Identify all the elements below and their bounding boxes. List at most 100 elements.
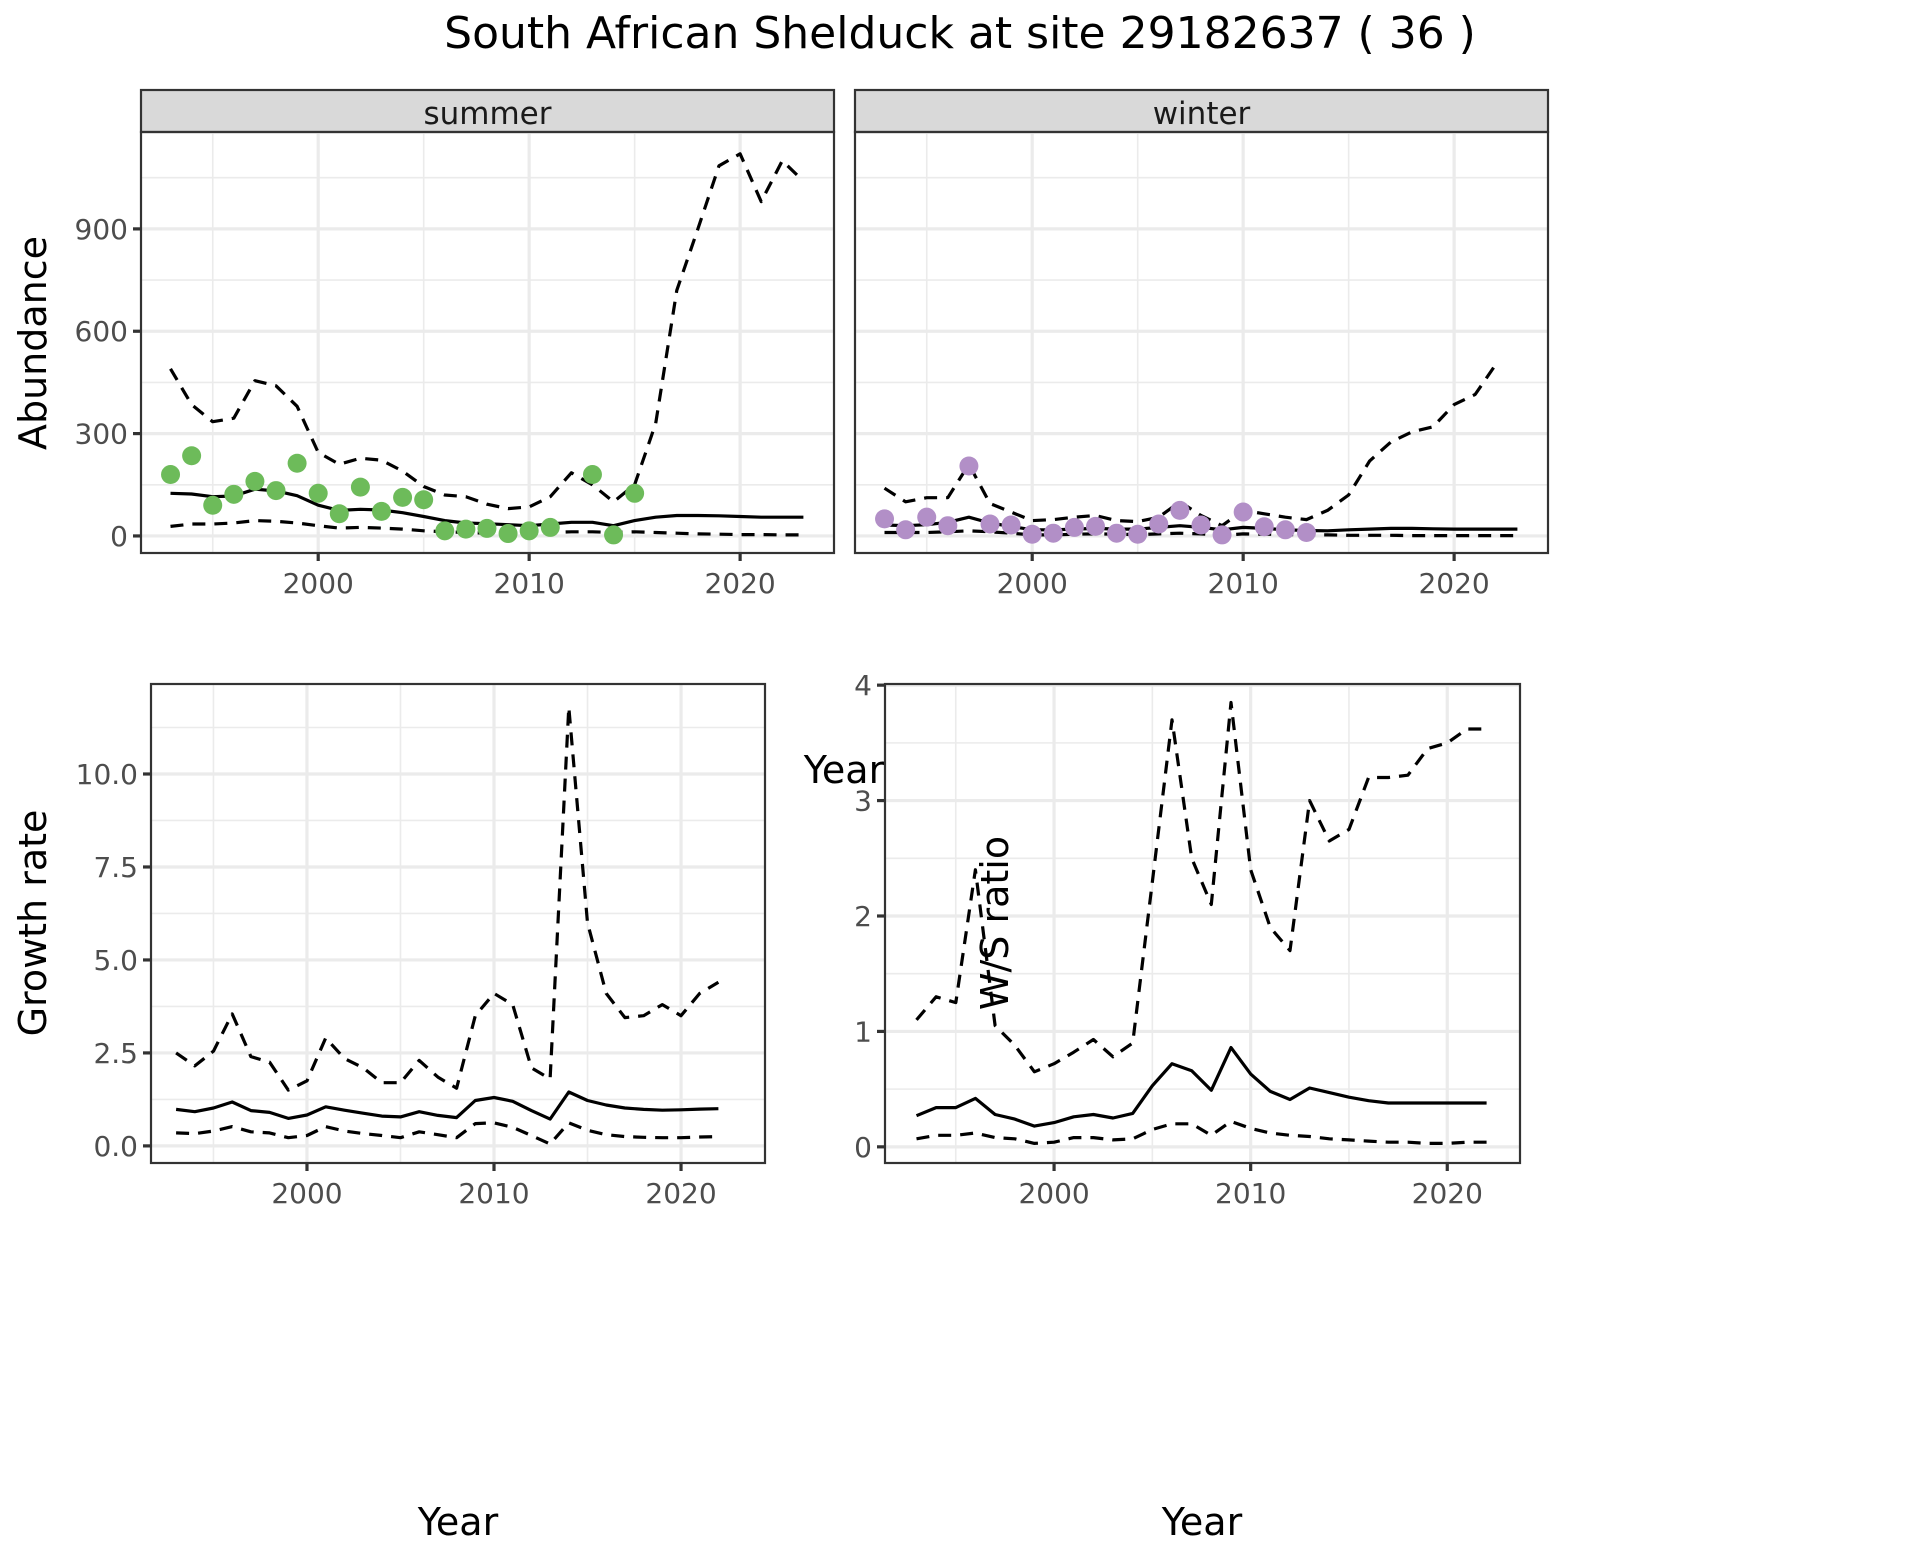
grid-summer	[141, 132, 834, 553]
x-axis-ws-ratio: 2000 2010 2020	[1018, 1163, 1483, 1210]
x-axis-summer: 2000 2010 2020	[283, 553, 776, 600]
winter-count-point	[938, 516, 958, 536]
summer-count-point	[498, 524, 518, 544]
x-axis-title-growth-rate: Year	[417, 1500, 499, 1544]
summer-count-point	[604, 525, 624, 545]
y-axis-title-ws-ratio: W/S ratio	[973, 836, 1017, 1010]
y-tick-label: 600	[75, 315, 128, 348]
y-axis-growth-rate: 0.0 2.5 5.0 7.5 10.0	[76, 758, 151, 1163]
summer-count-point	[435, 521, 455, 541]
y-axis-ws-ratio: 0 1 2 3 4	[854, 669, 885, 1164]
strip-winter-background	[853, 88, 1550, 134]
y-axis-title-growth-rate: Growth rate	[11, 810, 55, 1037]
y-tick-label: 0.0	[93, 1130, 138, 1163]
summer-upper-bound-line	[169, 152, 805, 511]
abundance-panel-winter: winter 2000 2010 2020	[853, 88, 1550, 600]
x-tick-label: 2020	[704, 567, 775, 600]
x-tick-label: 2000	[271, 1177, 342, 1210]
winter-count-point	[1128, 524, 1148, 544]
summer-count-point	[540, 517, 560, 537]
winter-count-point	[1085, 516, 1105, 536]
grid-ws-ratio	[885, 683, 1520, 1163]
winter-count-point	[1001, 515, 1021, 535]
y-tick-label: 4	[854, 669, 872, 702]
panel-border-winter	[853, 130, 1550, 555]
y-axis-abundance: 0 300 600 900	[75, 213, 141, 553]
summer-count-point	[182, 446, 202, 466]
summer-count-point	[161, 465, 181, 485]
summer-count-point	[287, 453, 307, 473]
summer-count-point	[393, 487, 413, 507]
winter-count-point	[1043, 523, 1063, 543]
x-tick-label: 2000	[1018, 1177, 1089, 1210]
summer-count-point	[245, 471, 265, 491]
panel-border-growth-rate	[149, 682, 767, 1165]
y-tick-label: 7.5	[93, 851, 138, 884]
winter-count-point	[959, 456, 979, 476]
growth-rate-upper-bound-line	[175, 705, 720, 1092]
summer-count-point	[350, 477, 370, 497]
marks-summer	[161, 152, 805, 545]
summer-count-point	[625, 483, 645, 503]
x-axis-winter: 2000 2010 2020	[997, 553, 1490, 600]
summer-count-point	[477, 518, 497, 538]
y-tick-label: 2.5	[93, 1037, 138, 1070]
ws-ratio-panel: 2000 2010 2020 0 1 2 3 4	[854, 669, 1522, 1210]
summer-count-point	[329, 504, 349, 524]
growth-rate-lower-bound-line	[176, 1121, 719, 1146]
ws-ratio-mean-line	[915, 1046, 1487, 1128]
x-tick-label: 2000	[997, 567, 1068, 600]
x-axis-title-ws-ratio: Year	[1161, 1500, 1243, 1544]
winter-count-point	[917, 507, 937, 527]
winter-count-point	[1254, 517, 1274, 537]
grid-winter	[855, 132, 1548, 553]
figure-title: South African Shelduck at site 29182637 …	[444, 8, 1476, 59]
summer-count-point	[414, 490, 434, 510]
panel-border-ws-ratio	[883, 682, 1522, 1165]
x-tick-label: 2010	[458, 1177, 529, 1210]
x-tick-label: 2010	[494, 567, 565, 600]
x-tick-label: 2020	[1418, 567, 1489, 600]
winter-count-point	[1064, 517, 1084, 537]
y-tick-label: 0	[110, 520, 128, 553]
y-tick-label: 3	[854, 785, 872, 818]
y-tick-label: 5.0	[93, 944, 138, 977]
abundance-panel-summer: summer 2000 2010 2020	[139, 88, 836, 600]
winter-count-point	[1170, 500, 1190, 520]
strip-winter-label: winter	[1153, 96, 1251, 132]
y-tick-label: 0	[854, 1131, 872, 1164]
marks-ws-ratio	[915, 700, 1487, 1145]
winter-count-point	[896, 520, 916, 540]
winter-count-point	[1022, 524, 1042, 544]
winter-count-point	[1275, 520, 1295, 540]
x-tick-label: 2010	[1208, 567, 1279, 600]
y-tick-label: 300	[75, 418, 128, 451]
y-axis-title-abundance: Abundance	[11, 236, 55, 450]
summer-count-point	[371, 501, 391, 521]
x-tick-label: 2020	[645, 1177, 716, 1210]
panel-border-summer	[139, 130, 836, 555]
x-axis-growth-rate: 2000 2010 2020	[271, 1163, 717, 1210]
winter-count-point	[1107, 523, 1127, 543]
x-axis-title-abundance: Year	[803, 748, 885, 792]
growth-rate-mean-line	[175, 1090, 719, 1121]
x-tick-label: 2000	[283, 567, 354, 600]
summer-count-point	[308, 483, 328, 503]
marks-winter	[875, 362, 1518, 545]
winter-count-point	[875, 509, 895, 529]
growth-rate-panel: 2000 2010 2020 0.0 2.5 5.0 7.5 10.0	[76, 682, 767, 1210]
winter-count-point	[980, 514, 1000, 534]
summer-count-point	[203, 495, 223, 515]
summer-count-point	[456, 519, 476, 539]
winter-count-point	[1149, 514, 1169, 534]
x-tick-label: 2020	[1412, 1177, 1483, 1210]
x-tick-label: 2010	[1215, 1177, 1286, 1210]
y-tick-label: 2	[854, 900, 872, 933]
winter-upper-bound-line	[883, 362, 1498, 528]
summer-count-point	[224, 484, 244, 504]
summer-count-point	[582, 465, 602, 485]
summer-count-point	[266, 481, 286, 501]
y-tick-label: 1	[854, 1015, 872, 1048]
strip-summer-background	[139, 88, 836, 134]
